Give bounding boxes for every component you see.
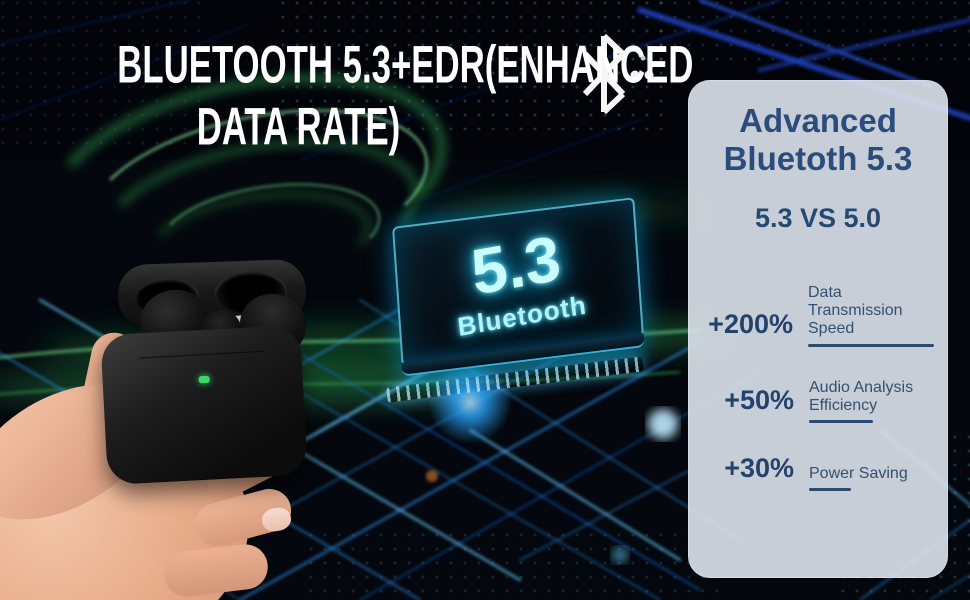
stat-row-data-transmission: +200% Data Transmission Speed: [702, 284, 934, 347]
stat-row-power-saving: +30% Power Saving: [702, 453, 934, 492]
stat-underline: [809, 488, 851, 492]
stat-underline: [809, 420, 873, 424]
headline-line-2: DATA RATE): [196, 96, 400, 156]
stats-list: +200% Data Transmission Speed +50% Audio…: [702, 284, 934, 492]
case-seam: [139, 350, 266, 360]
stat-label-block: Power Saving: [809, 465, 934, 492]
panel-title-line-2: Bluetoth 5.3: [723, 140, 913, 178]
version-comparison: 5.3 VS 5.0: [754, 202, 882, 233]
stat-label: Data Transmission Speed: [808, 284, 934, 339]
stat-label: Power Saving: [809, 465, 934, 483]
charging-led: [198, 375, 210, 384]
stat-label-line: Data Transmission: [808, 283, 903, 319]
stat-label-line: Speed: [808, 320, 855, 338]
bluetooth-icon: [582, 33, 654, 115]
case-body: [100, 324, 308, 486]
stat-value: +200%: [708, 308, 793, 339]
bluetooth-chip: 5.3 Bluetooth: [392, 197, 644, 367]
stat-label-block: Audio Analysis Efficiency: [809, 379, 934, 424]
info-panel: Advanced Bluetoth 5.3 5.3 VS 5.0 +200% D…: [688, 80, 948, 578]
stat-label: Audio Analysis Efficiency: [809, 379, 934, 416]
panel-title: Advanced Bluetoth 5.3: [702, 102, 934, 179]
stat-row-audio-analysis: +50% Audio Analysis Efficiency: [702, 379, 934, 424]
stat-label-line: Efficiency: [809, 397, 878, 415]
stat-label-line: Power Saving: [809, 465, 908, 483]
stat-value: +50%: [724, 385, 794, 416]
stat-label-block: Data Transmission Speed: [808, 284, 934, 347]
panel-title-line-1: Advanced: [739, 102, 897, 139]
stat-underline: [808, 343, 934, 347]
stat-value: +30%: [724, 453, 794, 484]
chip-version-text: 5.3: [467, 221, 565, 309]
headline: BLUETOOTH 5.3+EDR(ENHANCED DATA RATE): [16, 36, 693, 164]
stat-label-line: Audio Analysis: [809, 378, 914, 396]
